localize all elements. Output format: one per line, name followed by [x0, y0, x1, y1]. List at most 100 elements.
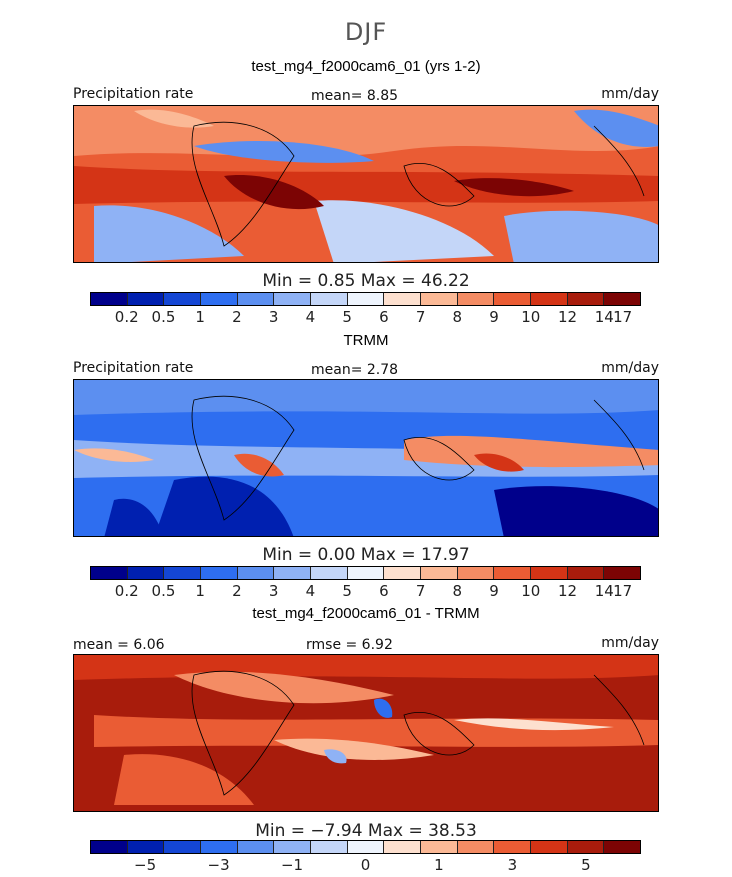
panel-1-colorbar — [90, 292, 641, 306]
panel-2-min-max: Min = 0.00 Max = 17.97 — [262, 545, 470, 565]
colorbar-tick-label: 9 — [489, 308, 499, 326]
colorbar-swatch — [604, 567, 641, 579]
colorbar-tick-label: −3 — [207, 856, 230, 874]
colorbar-swatch — [567, 841, 605, 853]
colorbar-tick-label: 7 — [415, 582, 426, 600]
panel-1-mean: mean= 8.85 — [311, 88, 399, 104]
colorbar-swatch — [494, 567, 532, 579]
colorbar-swatch — [457, 567, 495, 579]
colorbar-swatch — [384, 293, 422, 305]
colorbar-swatch — [494, 841, 532, 853]
panel-3-min-max: Min = −7.94 Max = 38.53 — [255, 821, 477, 841]
colorbar-tick-label: 1 — [195, 582, 205, 600]
colorbar-swatch — [567, 567, 605, 579]
colorbar-swatch — [347, 841, 385, 853]
colorbar-tick-label: 2 — [232, 582, 242, 600]
colorbar-swatch — [531, 293, 568, 305]
colorbar-tick-label: 12 — [557, 308, 578, 326]
colorbar-tick-label: 0.5 — [151, 308, 176, 326]
panel-1-units: mm/day — [601, 86, 659, 102]
panel-3-title: test_mg4_f2000cam6_01 - TRMM — [252, 605, 480, 622]
colorbar-swatch — [237, 567, 275, 579]
colorbar-tick-label: 0 — [360, 856, 371, 874]
colorbar-swatch — [384, 567, 422, 579]
colorbar-tick-label: 3 — [268, 582, 279, 600]
colorbar-tick-label: 10 — [521, 308, 541, 326]
panel-3-rmse: rmse = 6.92 — [306, 637, 393, 653]
colorbar-swatch — [311, 841, 348, 853]
colorbar-tick-label: 6 — [379, 308, 389, 326]
colorbar-swatch — [237, 841, 275, 853]
colorbar-swatch — [274, 841, 312, 853]
colorbar-tick-label: 2 — [232, 308, 242, 326]
colorbar-swatch — [201, 841, 238, 853]
colorbar-swatch — [311, 293, 348, 305]
colorbar-swatch — [91, 841, 128, 853]
colorbar-swatch — [604, 293, 641, 305]
colorbar-tick-label: 5 — [342, 308, 352, 326]
colorbar-swatch — [274, 567, 312, 579]
colorbar-tick-label: 1 — [434, 856, 444, 874]
panel-2-units: mm/day — [601, 360, 659, 376]
colorbar-swatch — [311, 567, 348, 579]
panel-1-field — [74, 106, 658, 262]
colorbar-tick-label: 1 — [195, 308, 205, 326]
colorbar-tick-label: 7 — [415, 308, 426, 326]
colorbar-swatch — [567, 293, 605, 305]
panel-3-mean: mean = 6.06 — [73, 637, 165, 653]
colorbar-tick-label: 17 — [613, 308, 633, 326]
panel-2-field — [74, 380, 658, 536]
panel-3-colorbar-ticks: −5 −3 −1 0 1 3 5 — [90, 856, 641, 876]
colorbar-swatch — [457, 841, 495, 853]
colorbar-swatch — [347, 293, 385, 305]
panel-2-colorbar-ticks: 0.2 0.5 1 2 3 4 5 6 7 8 9 10 12 14 17 — [90, 582, 641, 602]
colorbar-tick-label: 4 — [305, 308, 316, 326]
season-title: DJF — [344, 18, 388, 46]
panel-2-title: TRMM — [343, 332, 389, 349]
colorbar-swatch — [127, 293, 165, 305]
panel-3-map — [73, 654, 659, 812]
colorbar-tick-label: 12 — [557, 582, 578, 600]
colorbar-swatch — [604, 841, 641, 853]
colorbar-tick-label: −1 — [280, 856, 304, 874]
colorbar-tick-label: 0.2 — [114, 308, 139, 326]
colorbar-swatch — [201, 567, 238, 579]
colorbar-tick-label: 6 — [379, 582, 389, 600]
colorbar-tick-label: 3 — [507, 856, 518, 874]
panel-1-min-max: Min = 0.85 Max = 46.22 — [262, 271, 470, 291]
colorbar-tick-label: 8 — [452, 308, 463, 326]
panel-1-title: test_mg4_f2000cam6_01 (yrs 1-2) — [251, 58, 481, 75]
colorbar-tick-label: 4 — [305, 582, 316, 600]
panel-1-colorbar-ticks: 0.2 0.5 1 2 3 4 5 6 7 8 9 10 12 14 17 — [90, 308, 641, 328]
panel-2-colorbar — [90, 566, 641, 580]
colorbar-swatch — [384, 841, 422, 853]
panel-3-field — [74, 655, 658, 811]
colorbar-swatch — [421, 293, 458, 305]
colorbar-swatch — [91, 567, 128, 579]
colorbar-swatch — [494, 293, 532, 305]
panel-2-variable-label: Precipitation rate — [73, 360, 194, 376]
colorbar-swatch — [421, 841, 458, 853]
colorbar-tick-label: 8 — [452, 582, 463, 600]
panel-2-mean: mean= 2.78 — [311, 362, 399, 378]
colorbar-tick-label: 3 — [268, 308, 279, 326]
colorbar-tick-label: 0.2 — [114, 582, 139, 600]
colorbar-tick-label: 5 — [342, 582, 352, 600]
colorbar-tick-label: 14 — [594, 308, 614, 326]
colorbar-tick-label: 9 — [489, 582, 499, 600]
colorbar-tick-label: 14 — [594, 582, 614, 600]
colorbar-swatch — [91, 293, 128, 305]
panel-1-map — [73, 105, 659, 263]
colorbar-tick-label: −5 — [134, 856, 157, 874]
panel-1-variable-label: Precipitation rate — [73, 86, 194, 102]
colorbar-swatch — [274, 293, 312, 305]
colorbar-swatch — [421, 567, 458, 579]
colorbar-tick-label: 10 — [521, 582, 541, 600]
panel-3-units: mm/day — [601, 635, 659, 651]
colorbar-swatch — [164, 567, 202, 579]
colorbar-swatch — [127, 841, 165, 853]
colorbar-swatch — [531, 567, 568, 579]
panel-2-map — [73, 379, 659, 537]
colorbar-swatch — [164, 841, 202, 853]
colorbar-swatch — [531, 841, 568, 853]
